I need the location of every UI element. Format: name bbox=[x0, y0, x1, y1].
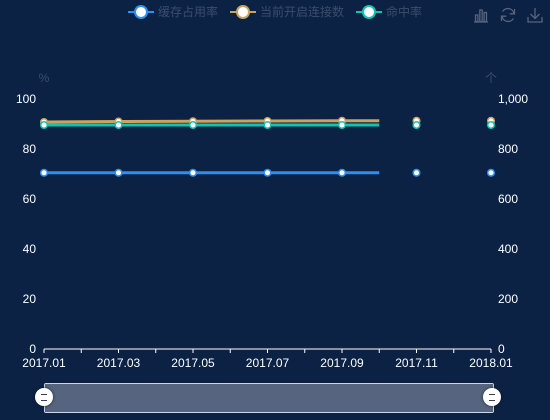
x-tick-label: 2017.07 bbox=[246, 356, 290, 370]
datazoom-selected-range[interactable] bbox=[45, 384, 493, 412]
x-tick-label: 2018.01 bbox=[469, 356, 513, 370]
y-right-tick-label: 1,000 bbox=[498, 92, 528, 106]
download-icon[interactable] bbox=[526, 6, 544, 24]
data-point bbox=[263, 120, 272, 130]
toolbox bbox=[472, 6, 544, 24]
x-tick-label: 2017.05 bbox=[171, 356, 215, 370]
data-point bbox=[188, 120, 198, 130]
data-point bbox=[337, 168, 347, 177]
legend: 缓存占用率 当前开启连接数 命中率 bbox=[128, 3, 422, 20]
legend-symbol-hit-rate bbox=[356, 4, 383, 19]
y-right-axis-name: 个 bbox=[485, 71, 497, 85]
series-line bbox=[43, 119, 380, 124]
legend-item-open-connections[interactable]: 当前开启连接数 bbox=[230, 3, 344, 20]
legend-item-hit-rate[interactable]: 命中率 bbox=[356, 3, 422, 20]
legend-symbol-open-connections bbox=[230, 4, 257, 19]
y-right-tick-label: 400 bbox=[498, 242, 518, 256]
refresh-icon[interactable] bbox=[499, 6, 517, 24]
x-tick-label: 2017.01 bbox=[22, 356, 66, 370]
legend-symbol-cache-usage bbox=[128, 4, 154, 19]
y-left-tick-label: 20 bbox=[23, 292, 37, 306]
data-point bbox=[412, 120, 421, 130]
legend-label: 命中率 bbox=[386, 5, 423, 19]
y-right-tick-label: 200 bbox=[498, 292, 518, 306]
data-point bbox=[412, 168, 421, 177]
y-left-tick-label: 40 bbox=[23, 242, 37, 256]
x-tick-label: 2017.09 bbox=[320, 356, 364, 370]
datazoom-start-handle[interactable] bbox=[35, 388, 53, 406]
y-right-tick-label: 600 bbox=[498, 192, 518, 206]
datazoom-slider[interactable] bbox=[44, 383, 494, 413]
legend-label: 缓存占用率 bbox=[158, 5, 219, 19]
data-point bbox=[39, 120, 49, 130]
data-point bbox=[114, 168, 123, 177]
data-point bbox=[39, 168, 49, 177]
data-point bbox=[486, 120, 496, 130]
data-point bbox=[337, 120, 347, 130]
data-point bbox=[114, 120, 123, 130]
legend-label: 当前开启连接数 bbox=[260, 5, 345, 19]
data-point bbox=[188, 168, 198, 177]
y-left-axis-name: % bbox=[39, 71, 50, 85]
y-left-tick-label: 60 bbox=[23, 192, 37, 206]
y-right-tick-label: 0 bbox=[498, 342, 505, 356]
legend-item-cache-usage[interactable]: 缓存占用率 bbox=[128, 3, 218, 20]
y-right-tick-label: 800 bbox=[498, 142, 518, 156]
x-tick-label: 2017.03 bbox=[97, 356, 141, 370]
bar-chart-icon[interactable] bbox=[472, 6, 490, 24]
x-tick-label: 2017.11 bbox=[395, 356, 438, 370]
y-left-tick-label: 100 bbox=[16, 92, 36, 106]
data-point bbox=[486, 168, 496, 177]
y-left-tick-label: 80 bbox=[23, 142, 37, 156]
data-point bbox=[263, 168, 272, 177]
y-left-tick-label: 0 bbox=[29, 342, 36, 356]
datazoom-end-handle[interactable] bbox=[483, 388, 501, 406]
